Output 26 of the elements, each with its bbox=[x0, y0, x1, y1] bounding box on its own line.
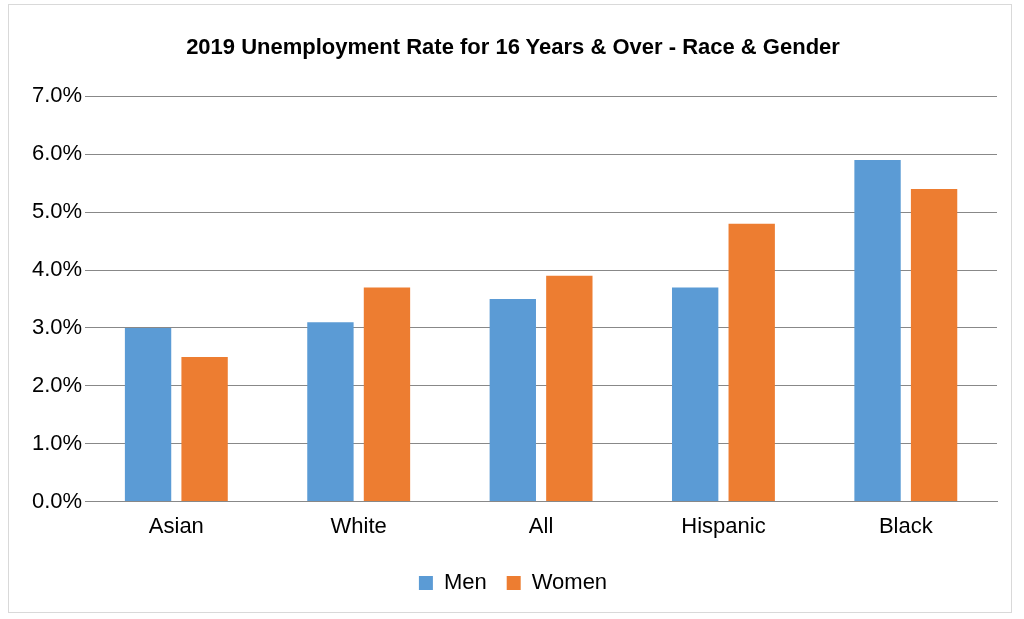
bar bbox=[910, 189, 958, 502]
bar bbox=[546, 275, 593, 502]
y-tick-label: 5.0% bbox=[31, 198, 83, 224]
y-tick-label: 7.0% bbox=[31, 82, 83, 108]
x-tick-label: White bbox=[330, 512, 387, 538]
y-tick-label: 3.0% bbox=[31, 314, 83, 340]
bar bbox=[363, 287, 411, 502]
y-tick-label: 0.0% bbox=[31, 487, 83, 513]
bar bbox=[181, 356, 228, 502]
bar bbox=[854, 160, 901, 502]
bar bbox=[489, 299, 536, 502]
y-tick-label: 1.0% bbox=[31, 429, 83, 455]
x-tick-label: Hispanic bbox=[681, 512, 766, 538]
y-tick-label: 6.0% bbox=[31, 140, 83, 166]
chart-title: 2019 Unemployment Rate for 16 Years & Over - Race & Gender bbox=[186, 34, 841, 60]
x-tick-label: All bbox=[528, 512, 554, 538]
bar bbox=[307, 322, 354, 502]
legend-label: Men bbox=[443, 569, 487, 595]
y-tick-label: 2.0% bbox=[31, 371, 83, 397]
x-tick-label: Black bbox=[878, 512, 934, 538]
legend-label: Women bbox=[531, 569, 608, 595]
bar bbox=[672, 287, 719, 502]
x-tick-label: Asian bbox=[148, 512, 204, 538]
bar bbox=[124, 327, 172, 502]
bar bbox=[728, 223, 775, 502]
y-tick-label: 4.0% bbox=[31, 256, 83, 282]
